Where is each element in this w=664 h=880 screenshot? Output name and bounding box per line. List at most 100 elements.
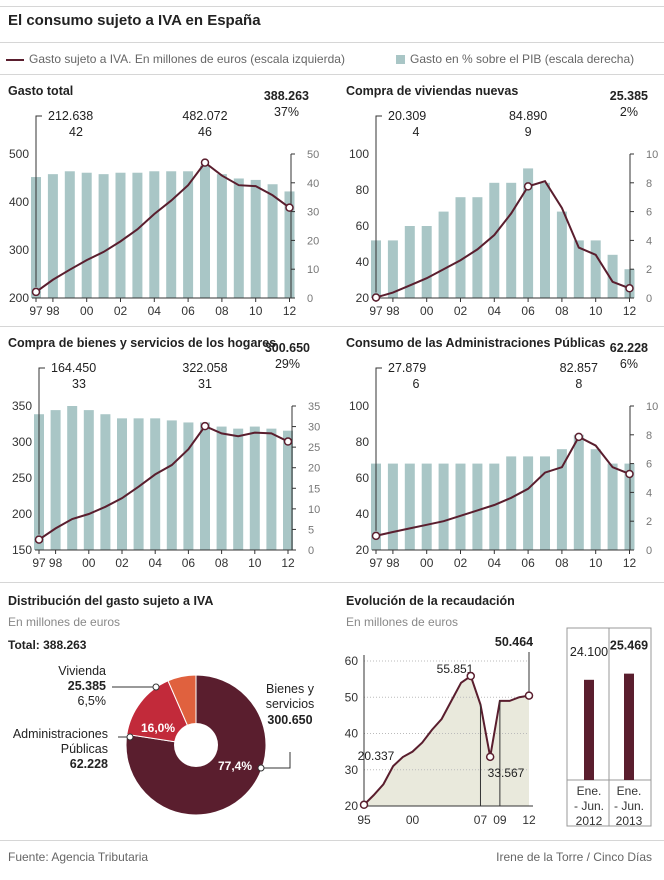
administraciones-x-tick: 10: [589, 556, 603, 570]
administraciones-bar: [438, 463, 449, 550]
viviendas-annot-pct: 4: [413, 125, 420, 139]
viviendas-bar: [607, 254, 618, 298]
panel-title-hogares: Compra de bienes y servicios de los hoga…: [8, 336, 277, 350]
administraciones-x-tick: 04: [488, 556, 502, 570]
gasto-total-annot-value: 388.263: [264, 89, 309, 103]
viviendas-annot-marker: [625, 284, 634, 293]
gasto-total-left-tick: 500: [9, 147, 29, 161]
recaudacion-y-tick: 40: [345, 727, 359, 741]
hogares-annot-value: 164.450: [51, 361, 96, 375]
recaudacion-subtitle: En millones de euros: [346, 615, 459, 629]
recaudacion-annot-marker: [359, 800, 369, 810]
gasto-total-bar: [149, 171, 160, 298]
semestre-bar: [624, 673, 634, 780]
viviendas-bar: [556, 211, 567, 298]
hogares-bar: [133, 418, 144, 550]
pie-admin-name2: Públicas: [61, 742, 108, 756]
administraciones-annot-value: 82.857: [560, 361, 598, 375]
administraciones-left-tick: 80: [356, 435, 370, 449]
hogares-annot-pct: 31: [198, 377, 212, 391]
semestre-value-label: 24.100: [570, 645, 608, 659]
legend-bar: Gasto en % sobre el PIB (escala derecha): [396, 52, 634, 66]
hogares-x-tick: 12: [281, 556, 295, 570]
legend-line-label: Gasto sujeto a IVA. En millones de euros…: [29, 52, 345, 66]
semestre-bar: [584, 679, 594, 780]
gasto-total-line: [35, 161, 291, 293]
gasto-total-annot-pct: 42: [69, 125, 83, 139]
viviendas-x-tick: 04: [488, 304, 502, 318]
administraciones-bar: [404, 463, 415, 550]
hogares-bar: [283, 430, 293, 550]
hogares-x-tick: 08: [215, 556, 229, 570]
administraciones-leader: [375, 367, 382, 531]
hogares-annot-marker: [200, 421, 210, 431]
viviendas-right-tick: 4: [646, 235, 652, 247]
gasto-total-right-tick: 50: [307, 149, 319, 161]
hogares-right-tick: 0: [308, 545, 314, 557]
gasto-total-leader: [35, 115, 42, 287]
recaudacion-x-tick: 09: [493, 813, 507, 827]
administraciones-annot-value: 27.879: [388, 361, 426, 375]
hogares-bar: [166, 420, 177, 550]
hogares-left-tick: 150: [12, 543, 32, 557]
administraciones-bar: [489, 463, 500, 550]
viviendas-annot-marker: [371, 293, 381, 302]
hogares-right-tick: 5: [308, 524, 314, 536]
viviendas-x-tick: 12: [623, 304, 637, 318]
semestre-category-label: Ene.: [577, 784, 602, 798]
administraciones-right-tick: 2: [646, 516, 652, 528]
viviendas-bar: [387, 240, 398, 298]
footer-source: Fuente: Agencia Tributaria: [8, 850, 149, 864]
pie-admin-marker: [126, 733, 134, 741]
administraciones-annot-pct: 6%: [620, 357, 638, 371]
administraciones-right-tick: 6: [646, 459, 652, 471]
recaudacion-annot-marker: [485, 752, 495, 762]
hogares-bar: [83, 410, 94, 550]
administraciones-bar: [455, 463, 466, 550]
recaudacion-area: [364, 676, 529, 806]
hogares-right-tick: 30: [308, 422, 320, 434]
pie-admin-value: 62.228: [70, 757, 108, 771]
gasto-total-bar: [166, 171, 177, 298]
gasto-total-x-tick: 04: [148, 304, 162, 318]
gasto-total-bar: [64, 171, 75, 298]
viviendas-right-tick: 10: [646, 149, 658, 161]
gasto-total-bar: [81, 172, 92, 298]
gasto-total-bar: [98, 174, 109, 298]
pie-bienes-name1: Bienes y: [266, 682, 315, 696]
hogares-annot-marker: [283, 437, 293, 446]
legend-bar-swatch: [396, 55, 405, 65]
pie-vivienda-marker: [152, 683, 160, 691]
viviendas-x-tick: 08: [555, 304, 569, 318]
administraciones-bar: [523, 456, 534, 550]
recaudacion-x-tick: 95: [357, 813, 371, 827]
page-title: El consumo sujeto a IVA en España: [8, 12, 261, 29]
administraciones-bar: [573, 434, 584, 550]
recaudacion-annot-value: 50.464: [495, 635, 533, 649]
viviendas-annot-value: 20.309: [388, 109, 426, 123]
gasto-total-annot-value: 482.072: [182, 109, 227, 123]
hogares-x-tick: 06: [182, 556, 196, 570]
viviendas-left-tick: 60: [356, 219, 370, 233]
gasto-total-left-tick: 200: [9, 291, 29, 305]
hogares-bar: [150, 418, 161, 550]
administraciones-line: [375, 435, 630, 537]
gasto-total-bar: [267, 184, 278, 298]
hogares-x-tick: 98: [49, 556, 63, 570]
hogares-leader: [38, 367, 45, 535]
hogares-annot-marker: [34, 535, 44, 544]
viviendas-right-tick: 2: [646, 264, 652, 276]
administraciones-x-tick: 12: [623, 556, 637, 570]
viviendas-bar: [506, 182, 517, 298]
gasto-total-x-tick: 02: [114, 304, 128, 318]
pie-vivienda-pct: 6,5%: [78, 694, 107, 708]
hogares-right-tick: 25: [308, 442, 320, 454]
viviendas-x-tick: 10: [589, 304, 603, 318]
gasto-total-right-tick: 20: [307, 235, 319, 247]
distribucion-total: Total: 388.263: [8, 638, 87, 652]
hogares-annot-pct: 33: [72, 377, 86, 391]
gasto-total-right-tick: 0: [307, 293, 313, 305]
pie-bienes-value: 300.650: [267, 713, 312, 727]
viviendas-bar: [523, 168, 534, 298]
